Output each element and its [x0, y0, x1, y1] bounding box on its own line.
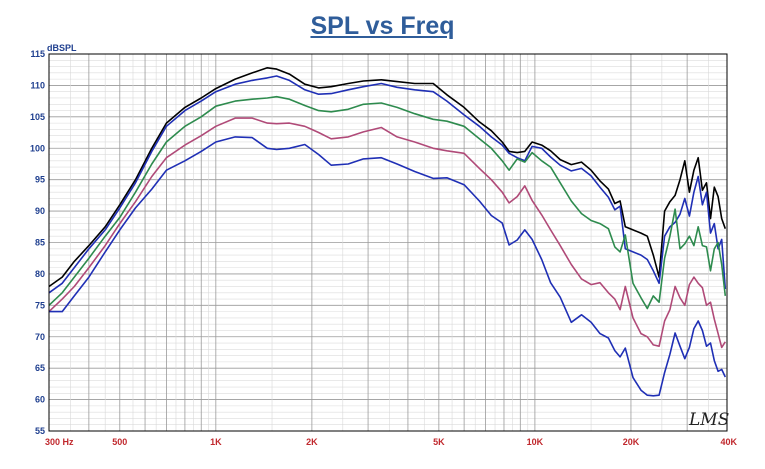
- y-tick-label: 80: [35, 269, 45, 279]
- x-tick-label: 10K: [527, 437, 544, 447]
- y-tick-label: 110: [30, 80, 45, 90]
- y-tick-label: 55: [35, 426, 45, 436]
- lms-watermark: LMS: [688, 410, 729, 430]
- chart-title: SPL vs Freq: [310, 12, 455, 40]
- y-axis-unit: dBSPL: [47, 43, 77, 53]
- y-tick-label: 75: [35, 300, 45, 310]
- y-tick-label: 70: [35, 332, 45, 342]
- x-tick-label: 2K: [306, 437, 318, 447]
- series-line: [48, 117, 726, 349]
- x-tick-label: 300 Hz: [45, 437, 74, 447]
- grid: [48, 53, 728, 432]
- y-tick-label: 65: [35, 363, 45, 373]
- x-tick-label: 1K: [210, 437, 222, 447]
- series-line: [48, 95, 727, 310]
- x-tick-label: 20K: [623, 437, 640, 447]
- y-tick-label: 95: [35, 175, 45, 185]
- y-tick-label: 90: [35, 206, 45, 216]
- series-line: [49, 136, 727, 397]
- x-tick-labels: 300 Hz 500 1K 2K 5K 10K 20K 40K: [45, 437, 737, 447]
- y-tick-label: 60: [35, 395, 45, 405]
- series-lines: [48, 67, 727, 397]
- x-tick-label: 5K: [433, 437, 445, 447]
- y-tick-label: 85: [35, 238, 45, 248]
- x-tick-label: 40K: [720, 437, 737, 447]
- series-line: [48, 75, 727, 294]
- y-tick-labels: 55 60 65 70 75 80 85 90 95 100 105 110 115: [30, 49, 45, 436]
- plot-frame: [48, 53, 728, 432]
- y-tick-label: 100: [30, 143, 45, 153]
- series-line: [48, 67, 727, 288]
- y-tick-label: 105: [30, 112, 45, 122]
- y-tick-label: 115: [30, 49, 45, 59]
- x-tick-label: 500: [112, 437, 127, 447]
